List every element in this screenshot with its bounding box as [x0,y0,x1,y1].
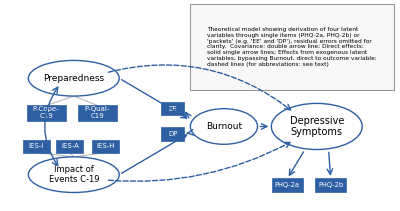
Ellipse shape [28,60,119,96]
Text: EE: EE [168,106,177,112]
Text: PHQ-2b: PHQ-2b [318,182,343,188]
FancyBboxPatch shape [272,179,303,192]
Text: PHQ-2a: PHQ-2a [275,182,300,188]
Text: Preparedness: Preparedness [43,74,104,83]
Text: DP: DP [168,131,177,137]
FancyBboxPatch shape [78,105,117,121]
FancyBboxPatch shape [315,179,346,192]
Text: P-Qual-
C19: P-Qual- C19 [85,106,110,119]
Text: Impact of
Events C-19: Impact of Events C-19 [48,165,99,184]
Text: P-Cope-
C19: P-Cope- C19 [33,106,60,119]
Text: IES-H: IES-H [96,143,115,149]
Text: IES-A: IES-A [61,143,79,149]
Text: Theoretical model showing derivation of four latent
variables through single ite: Theoretical model showing derivation of … [207,27,377,67]
FancyBboxPatch shape [92,140,119,153]
Text: Burnout: Burnout [206,122,242,131]
Ellipse shape [190,109,258,144]
Text: Depressive
Symptoms: Depressive Symptoms [290,116,344,137]
FancyBboxPatch shape [26,105,66,121]
FancyBboxPatch shape [23,140,50,153]
Ellipse shape [28,157,119,192]
FancyBboxPatch shape [161,102,184,115]
FancyBboxPatch shape [161,127,184,141]
Text: IES-I: IES-I [29,143,44,149]
FancyBboxPatch shape [190,4,394,90]
FancyBboxPatch shape [56,140,84,153]
Ellipse shape [271,103,362,150]
